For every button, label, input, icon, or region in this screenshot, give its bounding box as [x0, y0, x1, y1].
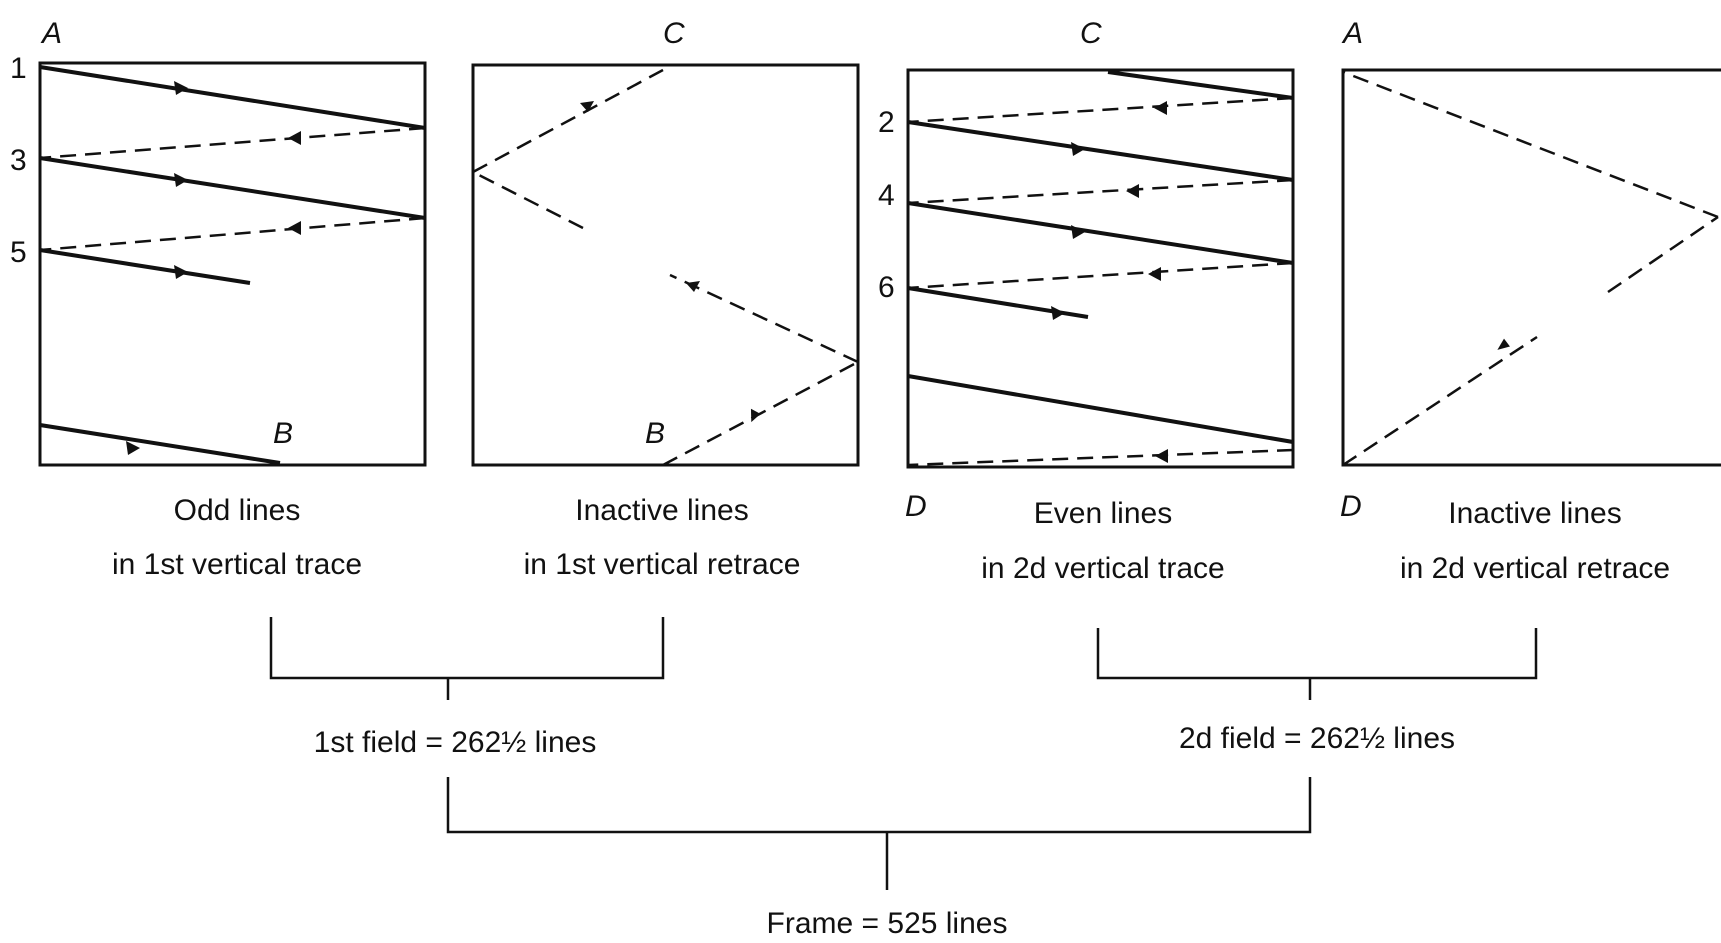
direction-arrow	[288, 131, 301, 145]
panel-first-retrace-border	[471, 63, 860, 467]
corner-a-label: A	[40, 17, 62, 50]
panel-odd-lines-border	[38, 61, 427, 467]
direction-arrow	[750, 408, 761, 423]
retrace-path	[1342, 335, 1538, 467]
direction-arrow	[174, 173, 188, 187]
scan-line	[39, 423, 281, 465]
second-field-bracket: 2d field = 262½ lines	[1096, 628, 1538, 755]
retrace-path	[472, 68, 664, 174]
panel-second-retrace: A D Inactive lines in 2d vertical retrac…	[1340, 17, 1721, 585]
panel-even-lines: C 2 4 6 D Even lines in 2d vertical trac…	[878, 17, 1295, 585]
retrace-path	[1342, 70, 1719, 219]
caption-even-line1: Even lines	[1034, 497, 1172, 530]
scan-line	[907, 374, 1294, 444]
corner-c-label: C	[663, 17, 685, 50]
caption-retrace1-line2: in 1st vertical retrace	[524, 548, 801, 581]
first-field-label: 1st field = 262½ lines	[314, 726, 597, 759]
bracket-line	[269, 617, 665, 680]
direction-arrow	[1126, 184, 1139, 198]
scan-line	[39, 248, 251, 285]
frame-label: Frame = 525 lines	[767, 907, 1008, 940]
panel-even-lines-border	[906, 68, 1295, 469]
bracket-line	[1096, 628, 1538, 680]
caption-retrace1-line1: Inactive lines	[575, 494, 748, 527]
retrace-line	[907, 96, 1294, 124]
direction-arrow	[1051, 306, 1065, 320]
line-number-4: 4	[878, 179, 895, 212]
line-number-6: 6	[878, 271, 895, 304]
second-field-label: 2d field = 262½ lines	[1179, 722, 1455, 755]
caption-retrace2-line2: in 2d vertical retrace	[1400, 552, 1670, 585]
scan-line	[39, 65, 426, 130]
panel-first-retrace: C B Inactive lines in 1st vertical retra…	[471, 17, 860, 581]
retrace-line	[39, 126, 426, 160]
caption-odd-line2: in 1st vertical trace	[112, 548, 362, 581]
retrace-path	[1607, 215, 1719, 294]
panel-odd-lines: A 1 3 5 B Odd lines in 1st vertical trac…	[10, 17, 427, 581]
scan-line	[1107, 70, 1294, 100]
corner-b-label: B	[645, 417, 665, 450]
direction-arrow	[174, 265, 188, 279]
line-number-5: 5	[10, 236, 27, 269]
direction-arrow	[1154, 101, 1167, 115]
first-field-bracket: 1st field = 262½ lines	[269, 617, 665, 759]
direction-arrow	[1497, 338, 1510, 350]
retrace-line	[907, 178, 1294, 205]
corner-a-label: A	[1341, 17, 1363, 50]
bracket-line	[446, 777, 1312, 834]
corner-c-label: C	[1080, 17, 1102, 50]
caption-retrace2-line1: Inactive lines	[1448, 497, 1621, 530]
direction-arrow	[1148, 267, 1161, 281]
line-number-3: 3	[10, 144, 27, 177]
corner-d-label: D	[905, 490, 927, 523]
retrace-line	[907, 261, 1294, 290]
retrace-line	[907, 448, 1294, 467]
corner-d-label: D	[1340, 490, 1362, 523]
corner-b-label: B	[273, 417, 293, 450]
direction-arrow	[686, 281, 700, 292]
direction-arrow	[1071, 142, 1085, 156]
direction-arrow	[126, 441, 140, 455]
line-number-2: 2	[878, 106, 895, 139]
caption-odd-line1: Odd lines	[174, 494, 301, 527]
scan-line	[39, 156, 426, 220]
direction-arrow	[288, 221, 301, 235]
retrace-path	[662, 360, 859, 467]
direction-arrow	[1155, 449, 1168, 463]
scan-line	[907, 201, 1294, 265]
retrace-line	[39, 216, 426, 252]
scan-line	[907, 120, 1294, 182]
direction-arrow	[174, 81, 188, 95]
retrace-path	[669, 273, 859, 364]
frame-bracket: Frame = 525 lines	[446, 777, 1312, 940]
line-number-1: 1	[10, 52, 27, 85]
retrace-path	[472, 170, 584, 230]
caption-even-line2: in 2d vertical trace	[981, 552, 1224, 585]
direction-arrow	[1071, 225, 1085, 239]
panel-second-retrace-border	[1341, 68, 1721, 467]
direction-arrow	[580, 101, 594, 112]
